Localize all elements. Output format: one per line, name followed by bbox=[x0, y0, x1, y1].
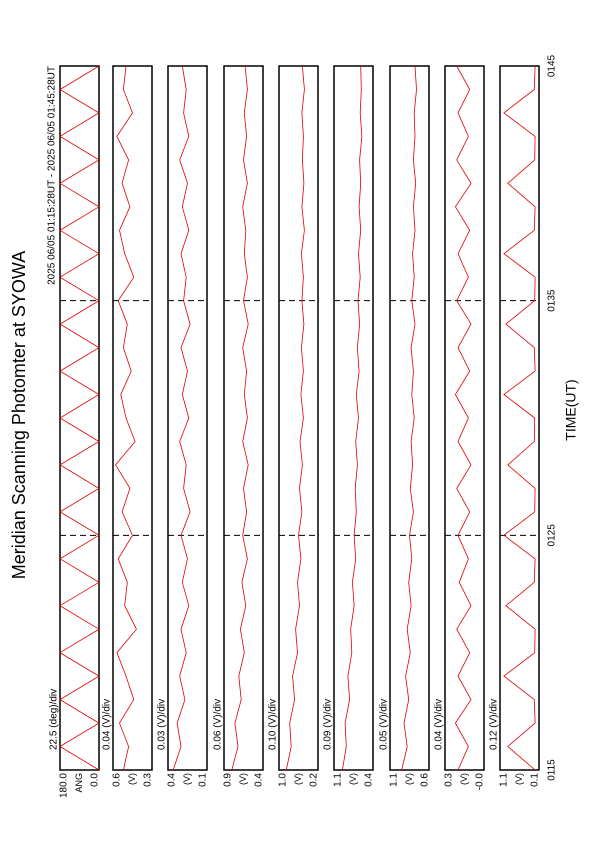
y-tick-label: 0.6 bbox=[112, 773, 123, 787]
y-tick-label: 1.0 bbox=[278, 773, 289, 787]
panel-frame bbox=[499, 65, 540, 771]
y-axis-label: (V) bbox=[348, 773, 358, 785]
y-tick-label: 0.4 bbox=[167, 773, 178, 787]
panel-scale: 0.04 (V)/div bbox=[102, 699, 113, 750]
y-axis-label: (V) bbox=[404, 773, 414, 785]
panel-scale: 22.5 (deg)/div bbox=[49, 689, 60, 750]
y-tick-label: 1.1 bbox=[333, 773, 344, 787]
panel-frame bbox=[223, 65, 264, 771]
signal-line bbox=[342, 65, 363, 771]
title: Meridian Scanning Photomter at SYOWA bbox=[9, 251, 29, 579]
subtitle: 2025 06/05 01:15:28UT - 2025 06/05 01:45… bbox=[47, 66, 58, 285]
y-axis-label: (V) bbox=[127, 773, 137, 785]
panel-frame bbox=[278, 65, 319, 771]
signal-line bbox=[454, 65, 472, 771]
panel-frame bbox=[112, 65, 153, 771]
panel-frame bbox=[444, 65, 485, 771]
y-axis-label: (V) bbox=[514, 773, 524, 785]
y-tick-label: 0.3 bbox=[444, 773, 455, 787]
signal-line bbox=[401, 65, 417, 771]
y-axis-label: (V) bbox=[238, 773, 248, 785]
signal-line bbox=[503, 65, 536, 771]
panel-scale: 0.06 (V)/div bbox=[213, 699, 224, 750]
y-tick-label: 180.0 bbox=[59, 773, 70, 798]
y-tick-label: 0.3 bbox=[143, 773, 154, 787]
panel-scale: 0.04 (V)/div bbox=[434, 699, 445, 750]
y-tick-label: 0.0 bbox=[90, 773, 101, 787]
y-axis-label: (V) bbox=[293, 773, 303, 785]
y-tick-label: 0.4 bbox=[254, 773, 265, 787]
y-tick-label: 0.1 bbox=[530, 773, 541, 787]
y-tick-label: 0.4 bbox=[364, 773, 375, 787]
x-tick-label: 0125 bbox=[547, 524, 558, 547]
x-tick-label: 0135 bbox=[547, 289, 558, 312]
panel-scale: 0.05 (V)/div bbox=[379, 699, 390, 750]
x-tick-label: 0145 bbox=[547, 54, 558, 77]
y-axis-label: (V) bbox=[459, 773, 469, 785]
panel-scale: 0.12 (V)/div bbox=[489, 699, 500, 750]
signal-line bbox=[115, 65, 137, 771]
y-axis-label: (V) bbox=[182, 773, 192, 785]
y-axis-label: ANG bbox=[74, 773, 84, 793]
y-tick-label: 0.2 bbox=[309, 773, 320, 787]
y-tick-label: 0.6 bbox=[420, 773, 431, 787]
rotated-plot: Meridian Scanning Photomter at SYOWA 202… bbox=[9, 54, 579, 798]
panel-frame bbox=[167, 65, 208, 771]
panel-scale: 0.03 (V)/div bbox=[157, 699, 168, 750]
y-tick-label: 0.9 bbox=[223, 773, 234, 787]
panel-scale: 0.09 (V)/div bbox=[323, 699, 334, 750]
signal-line bbox=[285, 65, 305, 771]
signal-line bbox=[59, 65, 100, 771]
x-tick-label: 0115 bbox=[547, 759, 558, 781]
x-axis-label: TIME(UT) bbox=[563, 379, 579, 440]
y-tick-label: 1.1 bbox=[389, 773, 400, 787]
y-tick-label: 1.1 bbox=[499, 773, 510, 787]
panel-scale: 0.10 (V)/div bbox=[268, 699, 279, 750]
y-tick-label: -0.0 bbox=[475, 773, 486, 791]
panel-frame bbox=[389, 65, 430, 771]
panel-frame bbox=[333, 65, 374, 771]
signal-line bbox=[172, 65, 191, 771]
signal-line bbox=[231, 65, 249, 771]
y-tick-label: 0.1 bbox=[198, 773, 209, 787]
